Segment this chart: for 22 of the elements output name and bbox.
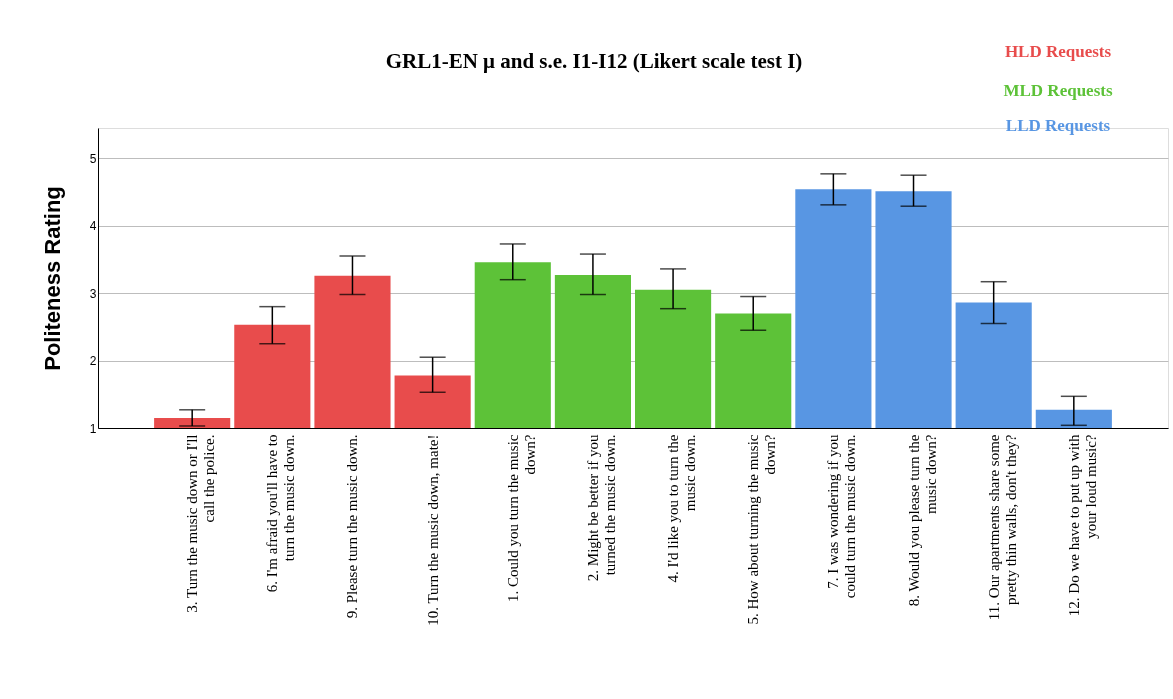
chart-title: GRL1-EN μ and s.e. I1-I12 (Likert scale test I) [385,49,803,73]
y-tick-label: 1 [89,421,97,436]
x-tick-label: 10. Turn the music down, mate! [424,434,441,626]
x-tick-label: 3. Turn the music down or I'll call the police. [184,434,218,613]
text: HLD Requests [1004,42,1112,61]
x-tick-label: 5. How about turning the music down? [745,434,779,625]
y-tick-label: 5 [89,151,97,166]
x-tick-label: 4. I'd like you to turn the music down. [665,434,699,583]
x-tick-label: 11. Our apartments share some pretty thin walls, don't they? [985,434,1019,621]
text: MLD Requests [1003,81,1113,100]
x-tick-label: 8. Would you please turn the music down? [905,434,939,607]
x-tick-label: 9. Please turn the music down. [344,434,361,619]
y-axis-title: Politeness Rating [39,186,65,371]
x-tick-label: 12. Do we have to put up with your loud music? [1065,434,1099,617]
y-tick-label: 4 [89,219,97,234]
x-tick-label: 1. Could you turn the music down? [504,434,538,602]
x-tick-label: 2. Might be better if you turned the music down. [584,434,618,582]
x-tick-label: 7. I was wondering if you could turn the music down. [825,434,859,599]
x-tick-label: 6. I'm afraid you'll have to turn the music down. [264,434,298,593]
y-tick-label: 2 [89,354,97,369]
y-tick-label: 3 [89,286,97,301]
text: LLD Requests [1005,116,1111,135]
